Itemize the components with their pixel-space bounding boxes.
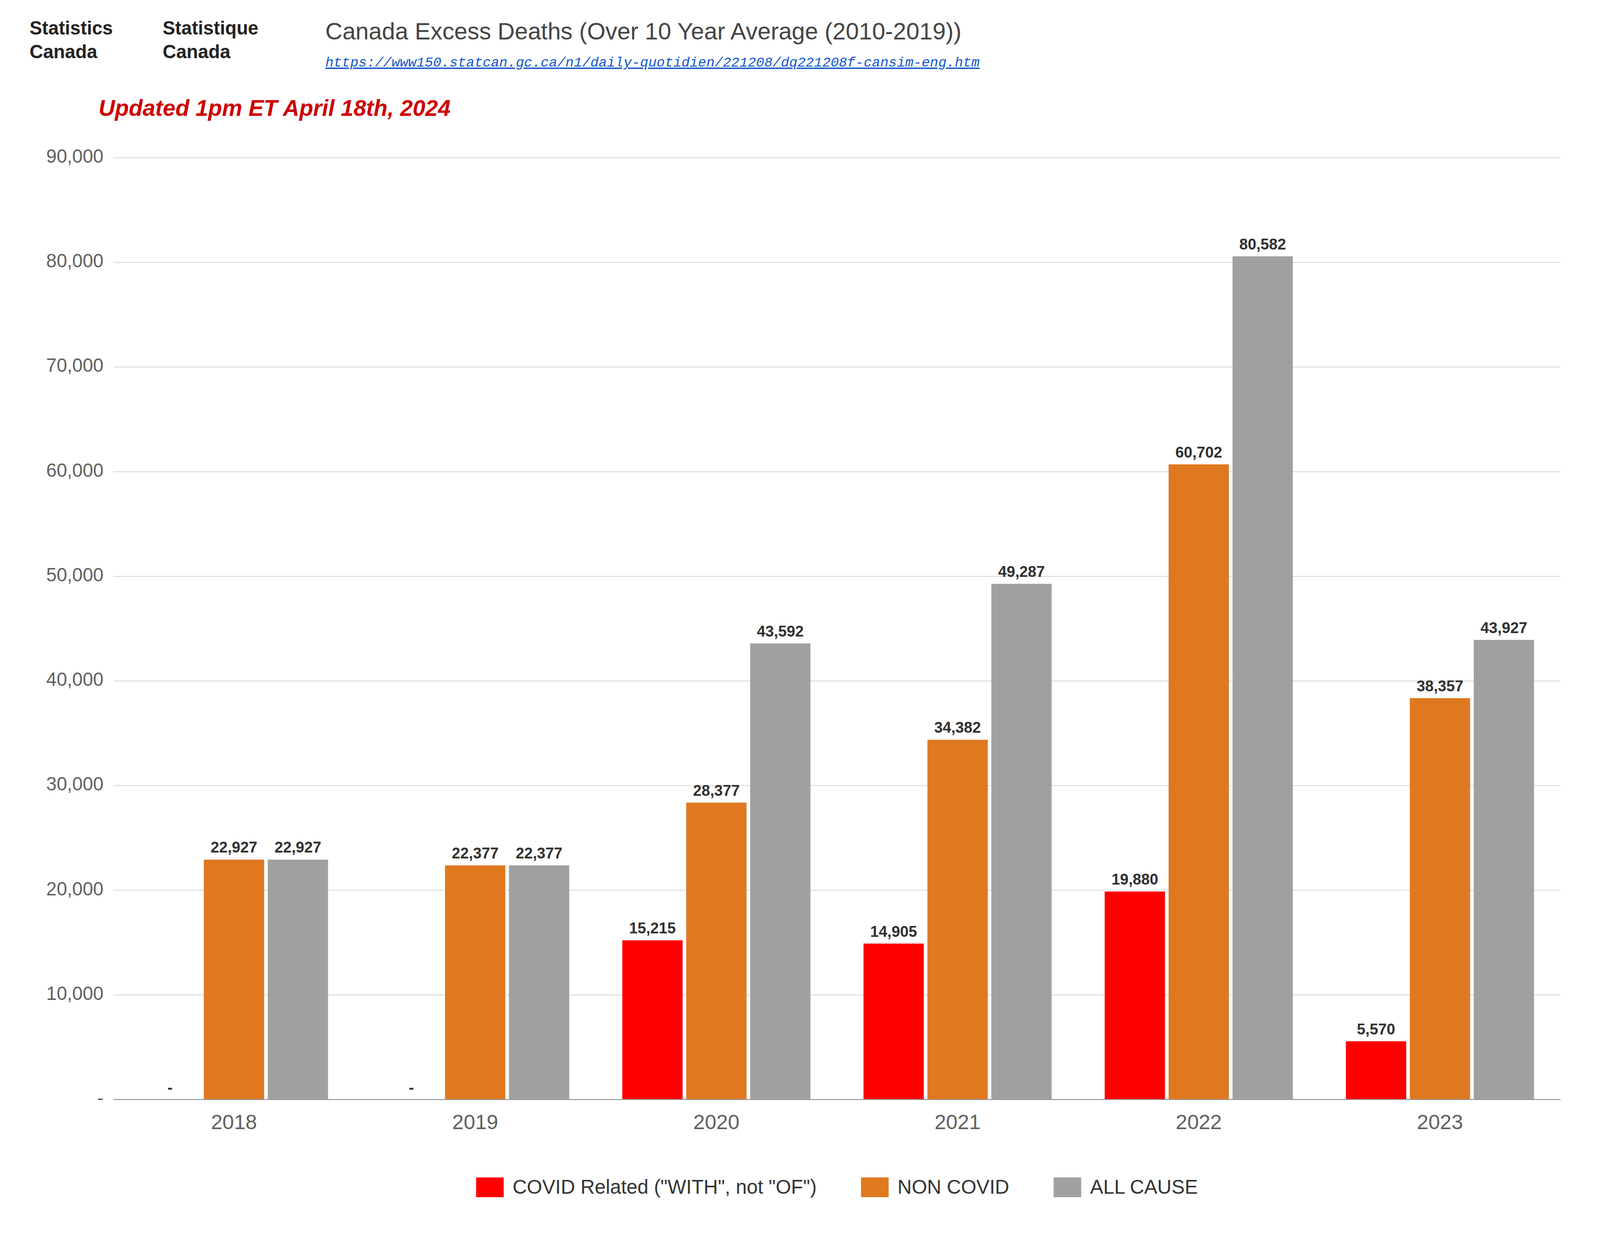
agency-name: StatistiqueCanada xyxy=(162,17,259,63)
y-tick-label: 80,000 xyxy=(46,250,104,272)
data-label: 15,215 xyxy=(628,919,676,937)
bar xyxy=(863,943,924,1100)
grid-line xyxy=(113,1098,1561,1100)
bar xyxy=(204,859,265,1100)
x-tick-label: 2018 xyxy=(210,1110,257,1134)
y-tick-label: 20,000 xyxy=(46,878,104,900)
bar xyxy=(1345,1041,1406,1100)
y-tick-label: 50,000 xyxy=(46,564,104,586)
y-tick-label: 90,000 xyxy=(46,145,104,167)
source-url: https://www150.statcan.gc.ca/n1/daily-qu… xyxy=(325,55,980,71)
grid-line xyxy=(113,680,1561,682)
x-tick-label: 2021 xyxy=(934,1110,981,1134)
data-label: 43,592 xyxy=(757,622,804,640)
data-label: - xyxy=(167,1078,173,1096)
grid-line xyxy=(113,784,1561,786)
bar xyxy=(927,739,988,1100)
data-label: 14,905 xyxy=(870,922,918,940)
data-label: 19,880 xyxy=(1111,870,1159,888)
bar xyxy=(686,802,747,1100)
legend-label: NON COVID xyxy=(897,1175,1010,1198)
y-tick-label: 70,000 xyxy=(46,354,104,376)
text-line: Canada xyxy=(29,41,98,63)
legend-item: ALL CAUSE xyxy=(1053,1175,1198,1198)
agency-name: StatisticsCanada xyxy=(29,17,113,63)
data-label: - xyxy=(408,1078,414,1096)
y-tick-label: 60,000 xyxy=(46,459,104,481)
data-label: 49,287 xyxy=(998,562,1045,581)
data-label: 5,570 xyxy=(1356,1020,1396,1038)
text-line: Canada xyxy=(162,41,231,63)
x-axis-line xyxy=(113,1098,1561,1100)
grid-line xyxy=(113,575,1561,577)
legend-label: COVID Related ("WITH", not "OF") xyxy=(512,1175,817,1198)
x-tick-label: 2022 xyxy=(1175,1110,1222,1134)
grid-line xyxy=(113,157,1561,159)
grid xyxy=(113,157,1561,1100)
data-label: 80,582 xyxy=(1239,235,1287,253)
data-label: 22,377 xyxy=(515,844,563,862)
x-tick-label: 2023 xyxy=(1417,1110,1463,1134)
bar xyxy=(1104,891,1165,1100)
legend-item: COVID Related ("WITH", not "OF") xyxy=(476,1175,817,1198)
bar xyxy=(1168,464,1229,1100)
bar xyxy=(1473,639,1534,1100)
title: Canada Excess Deaths (Over 10 Year Avera… xyxy=(325,18,962,45)
legend-swatch xyxy=(861,1177,889,1197)
data-labels: - 22,927 22,927 - 22,377 22,377 15,215 28,377 43… xyxy=(167,235,1528,1096)
grid-line xyxy=(113,261,1561,263)
y-tick-label: - xyxy=(97,1087,104,1109)
bars xyxy=(204,256,1535,1100)
y-tick-label: 30,000 xyxy=(46,773,104,795)
legend: COVID Related ("WITH", not "OF") NON COVI… xyxy=(476,1175,1198,1198)
bar xyxy=(1409,697,1470,1100)
grid-line xyxy=(113,366,1561,368)
bar xyxy=(622,939,683,1100)
bar xyxy=(509,865,570,1100)
y-tick-label: 10,000 xyxy=(46,982,104,1004)
bar xyxy=(991,583,1052,1100)
x-tick-label: 2020 xyxy=(693,1110,740,1134)
data-label: 28,377 xyxy=(693,781,740,800)
data-label: 22,927 xyxy=(210,838,258,856)
chart: StatisticsCanadaStatistiqueCanadaCanada … xyxy=(0,0,1600,1245)
legend-swatch xyxy=(1053,1177,1081,1197)
legend-swatch xyxy=(476,1177,504,1197)
data-label: 38,357 xyxy=(1416,677,1464,695)
bar xyxy=(750,643,811,1100)
grid-line xyxy=(113,889,1561,891)
data-label: 22,377 xyxy=(452,844,499,862)
bar xyxy=(1232,256,1293,1100)
bar xyxy=(445,865,506,1100)
grid-line xyxy=(113,471,1561,473)
data-label: 22,927 xyxy=(274,838,322,856)
background xyxy=(0,0,1600,1245)
text-line: Statistics xyxy=(29,17,113,39)
data-label: 43,927 xyxy=(1480,619,1528,637)
x-tick-label: 2019 xyxy=(452,1110,498,1134)
data-label: 60,702 xyxy=(1175,443,1223,461)
text-line: Statistique xyxy=(162,17,259,39)
bar xyxy=(267,859,328,1100)
legend-label: ALL CAUSE xyxy=(1089,1175,1198,1198)
y-tick-label: 40,000 xyxy=(46,668,104,690)
legend-item: NON COVID xyxy=(861,1175,1010,1198)
subtitle: Updated 1pm ET April 18th, 2024 xyxy=(98,95,451,121)
data-label: 34,382 xyxy=(934,718,981,736)
grid-line xyxy=(113,994,1561,996)
